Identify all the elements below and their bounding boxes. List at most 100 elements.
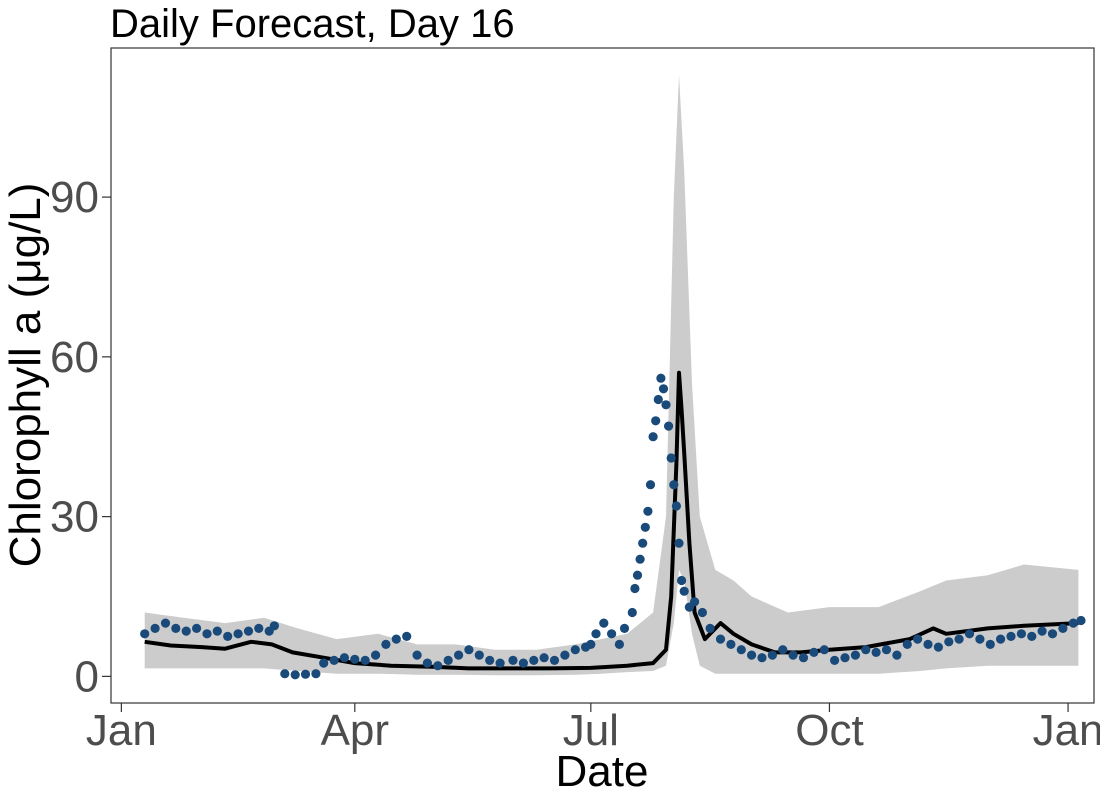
observed-point (651, 416, 661, 426)
observed-point (669, 480, 679, 490)
chart-title: Daily Forecast, Day 16 (110, 2, 515, 46)
observed-point (996, 634, 1006, 644)
observed-point (788, 650, 798, 660)
observed-point (1068, 618, 1078, 628)
x-tick-label: Oct (795, 706, 863, 755)
observed-point (635, 554, 645, 564)
y-tick-label: 90 (50, 173, 99, 222)
observed-point (715, 634, 726, 644)
observed-point (529, 655, 539, 666)
observed-point (233, 629, 243, 639)
observed-point (975, 634, 985, 644)
x-axis-title: Date (556, 747, 649, 796)
observed-point (570, 645, 580, 655)
observed-point (402, 631, 412, 642)
observed-point (1027, 631, 1037, 642)
observed-point (1076, 615, 1086, 626)
observed-point (485, 655, 495, 666)
observed-point (202, 629, 212, 639)
observed-point (671, 501, 682, 511)
observed-point (181, 626, 191, 636)
observed-point (495, 658, 505, 668)
observed-point (656, 373, 666, 383)
observed-point (638, 538, 648, 548)
observed-point (614, 639, 625, 650)
observed-point (586, 639, 596, 650)
observed-point (736, 645, 746, 655)
observed-point (140, 629, 150, 639)
observed-point (653, 394, 663, 405)
observed-point (666, 453, 676, 463)
observed-point (892, 650, 902, 660)
observed-point (223, 631, 233, 642)
observed-point (1047, 629, 1058, 639)
observed-point (422, 658, 432, 668)
observed-point (269, 621, 279, 631)
observed-point (913, 634, 923, 644)
x-tick-label: Jan (1033, 706, 1100, 755)
y-tick-label: 0 (75, 652, 99, 701)
observed-point (1058, 623, 1068, 634)
observed-point (645, 480, 656, 490)
observed-point (443, 655, 453, 666)
observed-point (954, 634, 964, 644)
observed-point (518, 658, 529, 668)
observed-point (412, 650, 422, 660)
observed-point (1016, 629, 1026, 639)
observed-point (632, 570, 643, 580)
observed-point (319, 658, 329, 668)
observed-point (1006, 631, 1016, 642)
observed-point (371, 650, 381, 660)
y-axis-title: Chlorophyll a (μg/L) (1, 183, 50, 568)
observed-point (658, 384, 669, 394)
observed-point (944, 637, 954, 647)
forecast-line-layer (144, 370, 1079, 671)
observed-point (690, 597, 700, 607)
observed-point (290, 670, 300, 680)
observed-point (850, 650, 861, 660)
observed-point (664, 421, 674, 431)
forecast-mean-line (144, 370, 1079, 671)
observed-point (767, 650, 778, 660)
observed-point (861, 645, 871, 655)
observed-point (619, 623, 630, 634)
axis-layer: 0 30 60 90 Jan Apr Jul Oct Jan (50, 173, 1100, 755)
x-tick-label: Jan (86, 706, 157, 755)
observed-point (160, 618, 171, 628)
y-tick-label: 60 (50, 333, 99, 382)
observed-point (747, 650, 757, 660)
observed-point (212, 626, 222, 636)
observed-point (923, 639, 933, 650)
uncertainty-band-layer (144, 74, 1079, 676)
x-tick-label: Jul (563, 706, 619, 755)
observed-point (1037, 626, 1047, 636)
observed-point (433, 661, 443, 671)
observed-point (640, 522, 650, 532)
observed-point (171, 623, 181, 634)
observed-point (819, 645, 829, 655)
observed-point (360, 655, 370, 666)
observed-point (254, 623, 264, 634)
observed-point (243, 626, 254, 636)
observed-point (549, 655, 560, 666)
observed-point (674, 538, 684, 548)
observed-point (607, 629, 617, 639)
observed-point (150, 623, 160, 634)
observed-point (661, 400, 671, 410)
observed-point (648, 432, 658, 442)
observed-point (830, 655, 840, 666)
observed-point (508, 655, 518, 666)
observed-point (454, 650, 464, 660)
observed-point (381, 639, 391, 650)
observed-point (726, 639, 736, 650)
observed-point (933, 642, 944, 652)
observed-point (192, 623, 202, 634)
observed-point (474, 650, 484, 660)
observed-point (985, 639, 995, 650)
observed-point (697, 607, 708, 618)
observed-point (679, 586, 689, 596)
observed-point (964, 629, 975, 639)
observed-point (705, 623, 715, 634)
uncertainty-band (144, 74, 1079, 676)
